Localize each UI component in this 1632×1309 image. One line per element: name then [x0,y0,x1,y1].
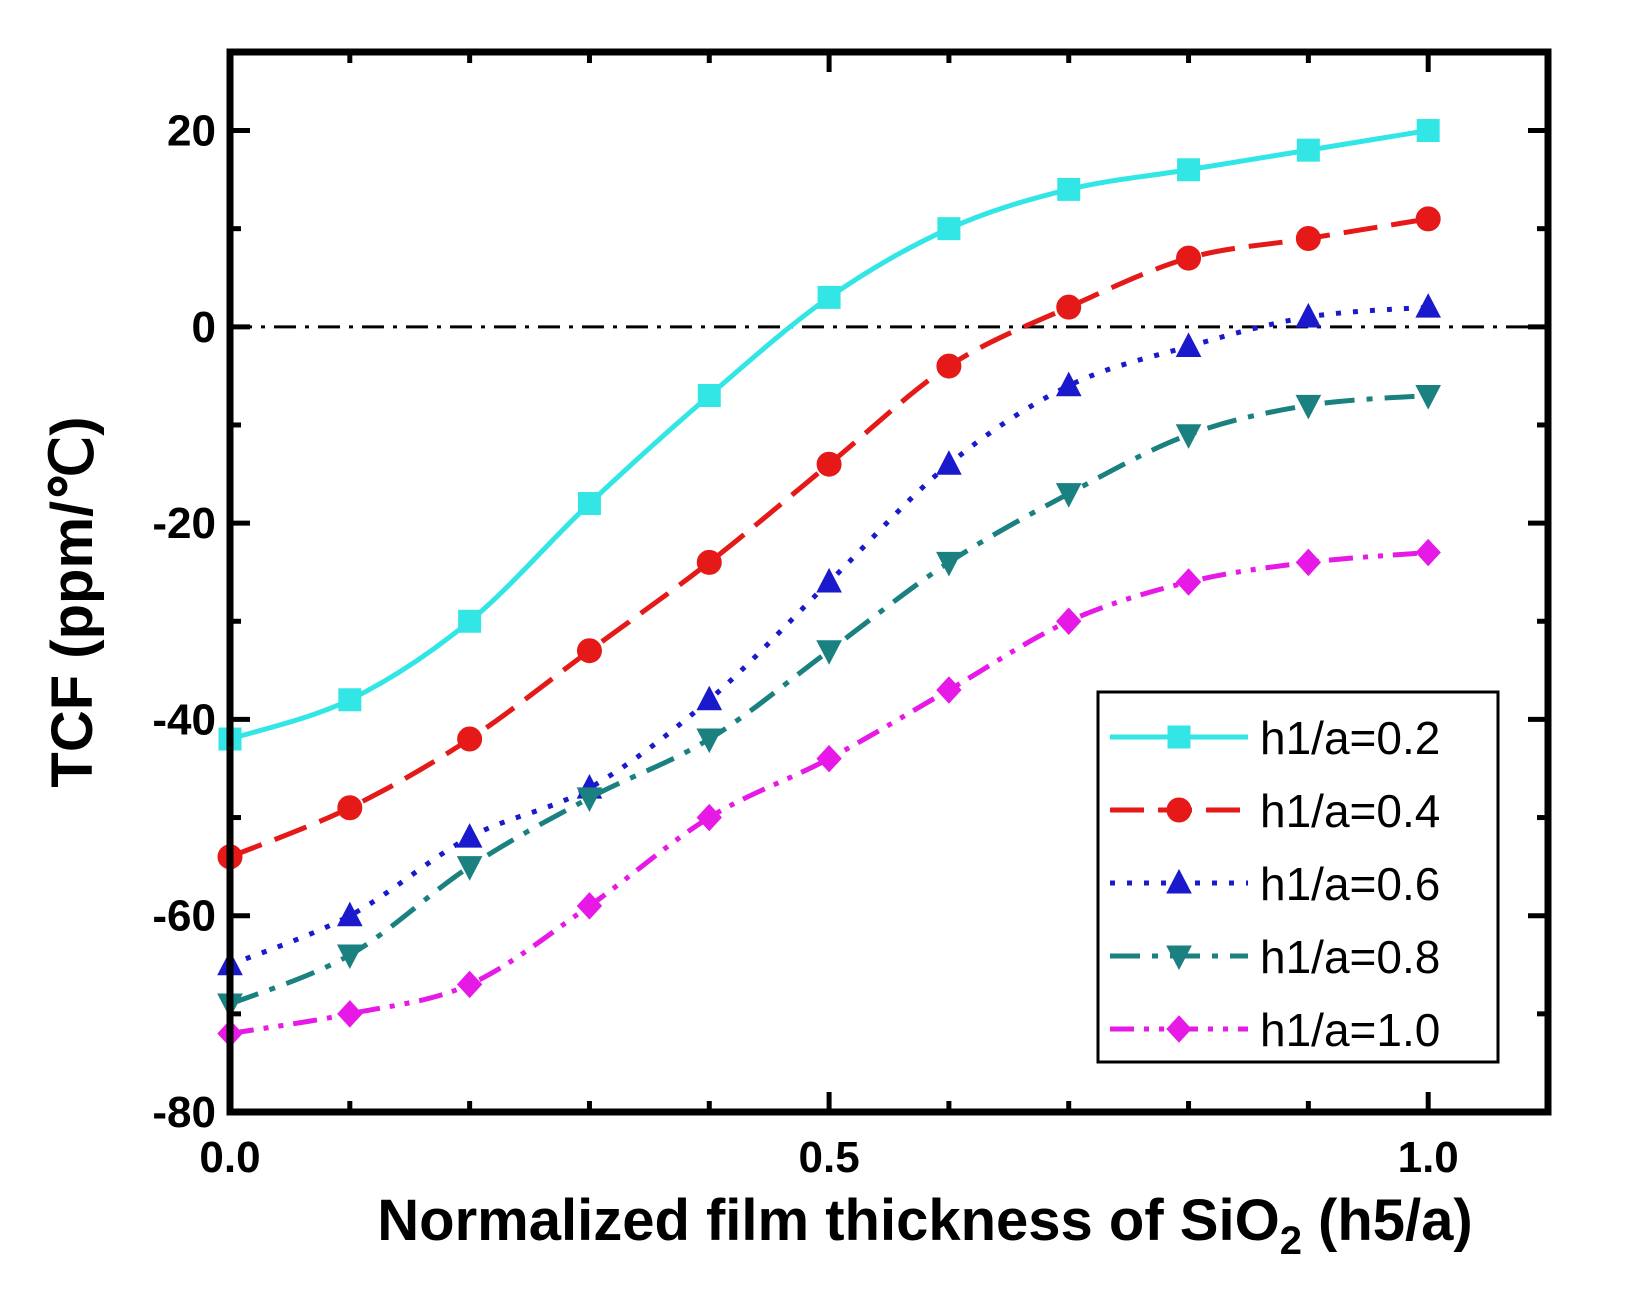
data-point-marker [936,450,962,475]
data-point-marker [336,901,363,927]
data-point-marker [1057,177,1081,201]
y-tick-label: -60 [152,892,216,941]
data-point-marker [696,685,723,711]
legend: h1/a=0.2 h1/a=0.4 h1/a=0.6 h1/a=0.8 h1/a=1.0 [1096,690,1500,1064]
x-axis-title: Normalized film thickness of SiO2 (h5/a) [377,1188,1473,1263]
data-point-marker [1176,245,1202,271]
legend-marker [1167,725,1191,749]
data-point-marker [577,491,601,515]
data-point-marker [697,384,721,408]
data-point-marker [1415,293,1442,318]
data-point-marker [816,640,842,665]
legend-marker [1166,945,1192,971]
data-point-marker [1175,568,1202,596]
x-axis-title-suffix: (h5/a) [1302,1188,1473,1253]
series-h1/a=0.8 [217,385,1442,1019]
data-point-marker [696,549,722,575]
y-tick-label: 20 [167,107,216,156]
legend-item: h1/a=0.8 [1110,931,1440,983]
data-point-marker [1056,607,1082,635]
data-point-marker [1416,119,1440,143]
legend-label: h1/a=0.8 [1260,931,1440,983]
series-h1/a=0.2 [218,119,1440,751]
data-point-marker [816,567,842,593]
x-axis-title-subscript: 2 [1280,1219,1302,1263]
x-tick-label: 1.0 [1398,1133,1459,1182]
data-point-marker [1295,548,1322,577]
series-line [229,550,1429,1036]
data-point-marker [457,726,483,752]
y-tick-label: 0 [192,303,216,352]
data-point-marker [1295,394,1322,420]
data-point-marker [817,285,841,309]
data-point-marker [1295,302,1322,328]
data-point-marker [696,803,722,832]
x-tick-label: 0.5 [799,1133,860,1182]
data-point-marker [816,451,842,477]
series-line [229,393,1429,1007]
legend-item: h1/a=1.0 [1110,1004,1440,1056]
data-point-marker [576,787,603,813]
ticks-layer [227,52,1551,1115]
data-point-marker [456,970,483,999]
plot-frame [226,48,1552,1116]
x-tick-label: 0.0 [199,1133,260,1182]
legend-marker [1166,1015,1192,1043]
data-point-marker [1415,385,1442,410]
y-axis-title: TCF (ppm/℃) [40,416,105,787]
data-point-marker [337,795,363,821]
y-tick-label: -20 [152,499,216,548]
series-h1/a=0.4 [217,206,1441,870]
data-point-marker [1055,371,1082,397]
data-point-marker [456,856,483,881]
legend-label: h1/a=1.0 [1260,1004,1440,1056]
data-point-marker [1056,294,1082,320]
labels-layer: 0.0 0.5 1.0 20 0 -20 -40 -60 -80 [152,107,1458,1182]
data-point-marker [1177,158,1201,182]
data-point-marker [1175,332,1202,357]
data-point-marker [336,944,363,970]
data-point-marker [937,217,961,241]
data-point-marker [1296,138,1320,162]
legend-label: h1/a=0.4 [1260,785,1440,837]
data-point-marker [337,1000,363,1028]
data-point-marker [936,676,962,704]
data-point-marker [1175,424,1202,449]
series-h1/a=1.0 [217,538,1441,1048]
legend-item: h1/a=0.2 [1110,712,1440,764]
data-point-marker [338,688,362,712]
data-point-marker [1295,225,1321,251]
legend-item: h1/a=0.4 [1110,785,1440,837]
data-point-marker [1415,538,1441,567]
data-point-marker [1055,483,1082,508]
legend-box [1096,690,1500,1064]
data-point-marker [816,744,842,773]
legend-item: h1/a=0.6 [1110,858,1440,910]
legend-label: h1/a=0.2 [1260,712,1440,764]
y-tick-label: -80 [152,1088,216,1137]
legend-label: h1/a=0.6 [1260,858,1440,910]
legend-marker [1166,797,1192,823]
data-point-marker [936,551,962,577]
data-point-marker [458,609,482,633]
legend-marker [1166,868,1192,894]
series-layer [217,119,1442,1048]
data-point-marker [1415,206,1441,232]
data-point-marker [576,638,602,664]
data-point-marker [936,353,962,379]
data-point-marker [696,728,723,754]
data-point-marker [456,823,483,848]
data-point-marker [576,892,603,920]
y-tick-label: -40 [152,695,216,744]
x-axis-title-main: Normalized film thickness of SiO [377,1188,1279,1253]
